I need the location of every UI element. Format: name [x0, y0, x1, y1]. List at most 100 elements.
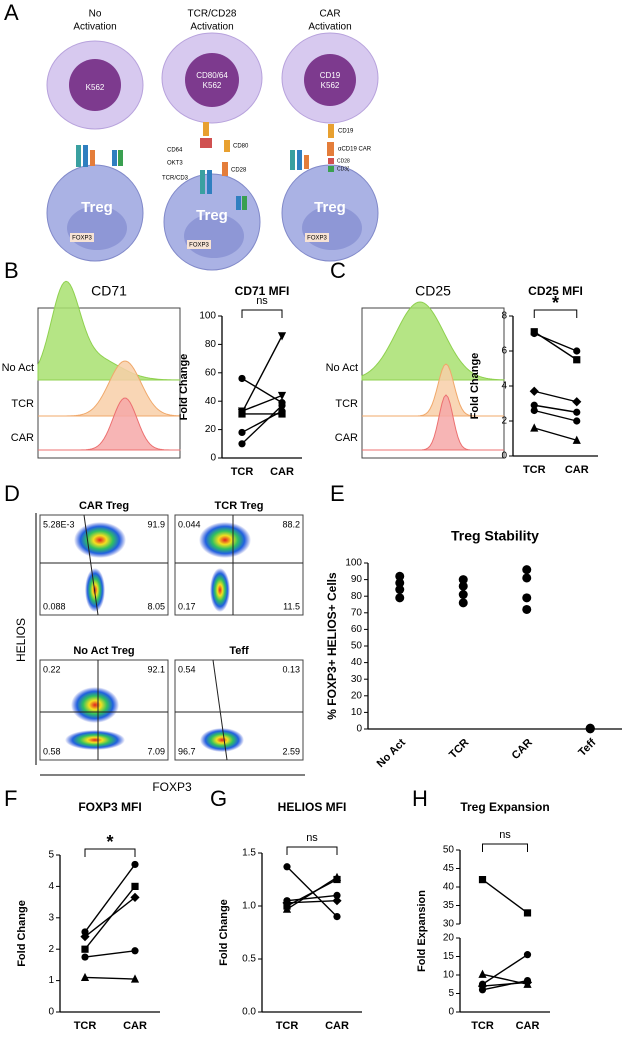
y-tick-label: 5: [48, 850, 54, 861]
row-label: No Act: [2, 362, 34, 374]
data-point: [332, 872, 342, 881]
quadrant-value: 11.5: [283, 601, 300, 611]
chart-title: Treg Stability: [451, 528, 539, 544]
y-tick-label: 4: [501, 381, 507, 392]
pair-line: [286, 900, 338, 904]
significance-bracket: [482, 843, 528, 852]
data-point: [530, 423, 539, 432]
data-point: [131, 947, 139, 955]
data-point: [522, 565, 532, 575]
flow-density: [71, 687, 119, 723]
flow-density: [74, 522, 126, 558]
data-point: [238, 374, 246, 383]
receptor-label: CD64: [167, 148, 183, 154]
quadrant-value: 92.1: [147, 664, 165, 674]
y-tick-label: 100: [199, 311, 216, 322]
y-tick-label: 0.5: [242, 954, 256, 965]
y-axis-label: Fold Change: [16, 900, 28, 967]
x-tick-label: CAR: [510, 737, 535, 762]
pair-line: [482, 879, 528, 914]
data-point: [278, 401, 286, 410]
pair-line: [241, 404, 283, 445]
data-point: [529, 386, 539, 396]
data-point: [395, 578, 405, 588]
cell-label: CD80/64: [196, 71, 228, 80]
data-point: [395, 571, 405, 581]
quadrant-value: 0.22: [43, 664, 61, 674]
quadrant-value: 0.54: [178, 664, 196, 674]
y-tick-label: 20: [351, 690, 363, 701]
data-point: [573, 356, 581, 364]
data-point: [81, 945, 89, 953]
chart-title: HELIOS MFI: [278, 800, 347, 814]
data-point: [458, 598, 468, 608]
data-point: [278, 410, 286, 418]
nucleus: [69, 59, 121, 111]
axis-label: HELIOS: [14, 618, 28, 662]
data-point: [333, 913, 341, 921]
y-tick-label: 30: [351, 674, 363, 685]
y-axis-label: Fold Change: [469, 353, 481, 420]
data-point: [277, 332, 287, 341]
row-label: TCR: [335, 398, 358, 410]
y-tick-label: 10: [443, 970, 455, 981]
quadrant-value: 0.13: [282, 664, 300, 674]
significance-bracket: [84, 848, 136, 857]
quadrant-value: 96.7: [178, 746, 196, 756]
y-tick-label: 3: [48, 912, 54, 923]
panel-label: A: [4, 0, 19, 25]
y-tick-label: 0: [48, 1007, 54, 1018]
panel-label: C: [330, 258, 346, 283]
data-point: [522, 573, 532, 583]
row-label: No Act: [326, 362, 358, 374]
y-tick-label: 2: [48, 944, 54, 955]
flow-density: [199, 522, 251, 558]
data-point: [130, 892, 140, 902]
data-point: [585, 724, 595, 734]
y-tick-label: 2: [501, 416, 507, 427]
cell-label: K562: [321, 81, 340, 90]
y-tick-label: 70: [351, 607, 363, 618]
y-tick-label: 20: [443, 933, 455, 944]
pair-line: [286, 876, 338, 910]
y-tick-label: 1.0: [242, 901, 256, 912]
pair-line: [84, 864, 136, 933]
pair-line: [241, 394, 283, 412]
data-point: [572, 397, 582, 407]
panel-label: G: [210, 786, 227, 811]
x-tick-label: No Act: [375, 736, 408, 769]
y-tick-label: 15: [443, 951, 455, 962]
annotation: *: [106, 832, 113, 852]
data-point: [131, 882, 139, 890]
data-point: [477, 981, 488, 991]
histogram-frame: [361, 307, 505, 459]
data-point: [522, 604, 532, 614]
y-tick-label: 40: [205, 396, 217, 407]
annotation: ns: [306, 832, 318, 844]
row-label: CAR: [335, 432, 358, 444]
diagram: No Activation TCR/CD28 Activation CAR Ac…: [46, 9, 379, 271]
receptor-label: OKT3: [167, 161, 183, 167]
y-tick-label: 0: [356, 724, 362, 735]
pair-line: [286, 866, 338, 918]
histogram-frame: [37, 307, 181, 459]
y-tick-label: 10: [351, 707, 363, 718]
x-tick-label: TCR: [523, 464, 546, 476]
data-point: [530, 401, 538, 409]
y-tick-label: 80: [205, 339, 217, 350]
gene-box: [305, 233, 329, 242]
column-title: No: [89, 9, 102, 20]
data-point: [573, 408, 581, 416]
data-point: [395, 585, 405, 595]
y-tick-label: 1: [48, 975, 54, 986]
y-tick-label: 40: [351, 657, 363, 668]
cell-label: K562: [86, 83, 105, 92]
data-point: [332, 896, 342, 906]
pair-line: [84, 950, 136, 958]
x-tick-label: TCR: [471, 1020, 494, 1032]
y-axis-label: % FOXP3+ HELIOS+ Cells: [325, 572, 339, 720]
chart-title: Treg Expansion: [460, 800, 549, 814]
flow-title: CAR Treg: [79, 500, 129, 512]
data-point: [80, 932, 90, 942]
flow-title: Teff: [229, 645, 249, 657]
